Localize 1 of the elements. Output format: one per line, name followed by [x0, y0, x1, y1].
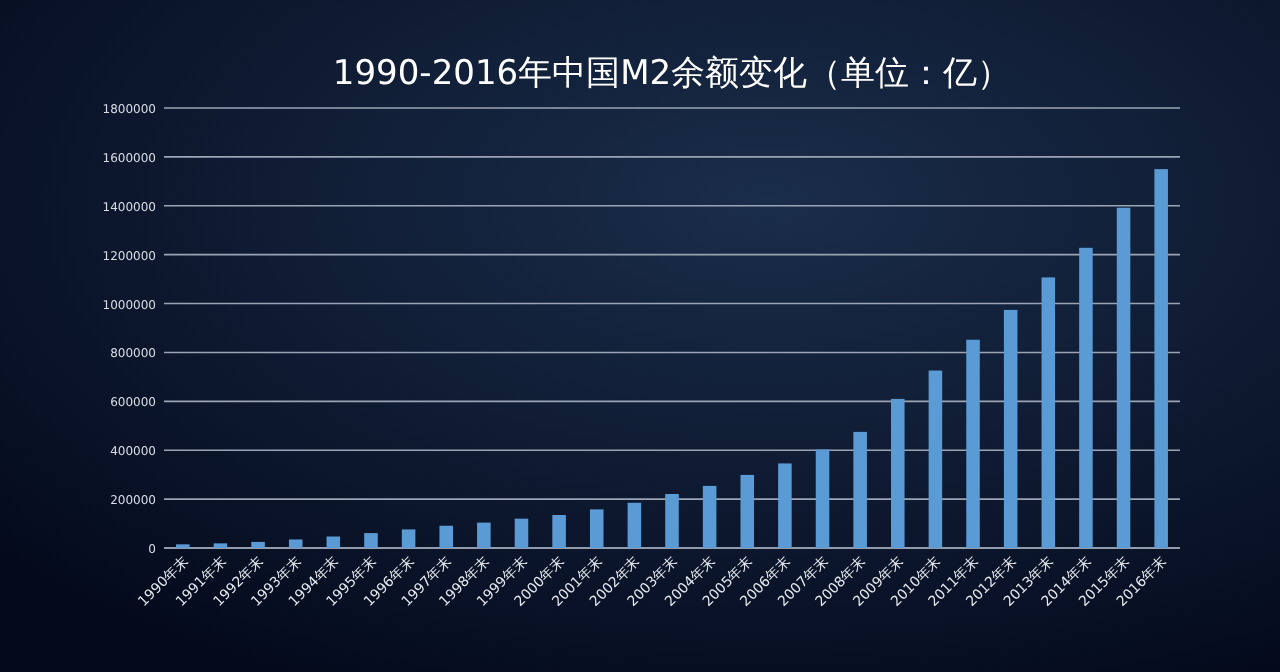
title: 1990-2016年中国M2余额变化（单位：亿） — [332, 54, 1012, 94]
